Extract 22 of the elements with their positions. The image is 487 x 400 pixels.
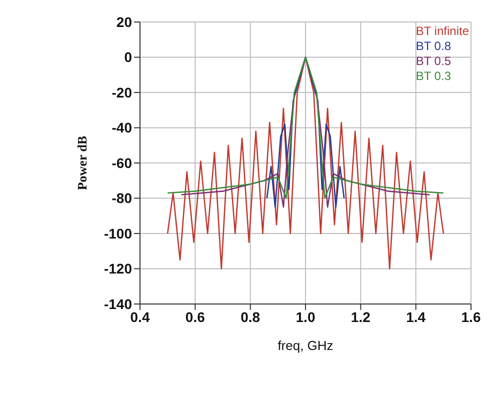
text: BT 0.3 [416, 69, 452, 84]
y-tick-label: 0 [124, 49, 132, 66]
y-tick-label: -120 [104, 260, 132, 277]
text: BT 0.5 [416, 54, 452, 69]
x-tick-label: 1.6 [461, 308, 481, 325]
x-tick-label: 1.4 [406, 308, 426, 325]
y-tick-label: -80 [112, 190, 132, 206]
x-tick-label: 1.0 [296, 308, 316, 325]
text: BT infinite [416, 24, 469, 39]
x-tick-label: 0.6 [185, 308, 206, 325]
y-tick-label: -140 [104, 296, 132, 312]
y-tick-label: -100 [104, 225, 132, 242]
x-axis-title: freq, GHz [278, 338, 334, 353]
y-tick-label: -60 [112, 154, 132, 171]
x-tick-label: 1.2 [350, 308, 371, 325]
x-tick-label: 0.8 [240, 308, 260, 325]
y-tick-label: -40 [112, 120, 132, 136]
y-tick-label: 20 [116, 14, 132, 30]
x-tick-label: 0.4 [130, 308, 150, 325]
y-tick-label: -20 [112, 84, 132, 100]
text: BT 0.8 [416, 39, 452, 54]
y-axis-title: Power dB [74, 136, 90, 190]
